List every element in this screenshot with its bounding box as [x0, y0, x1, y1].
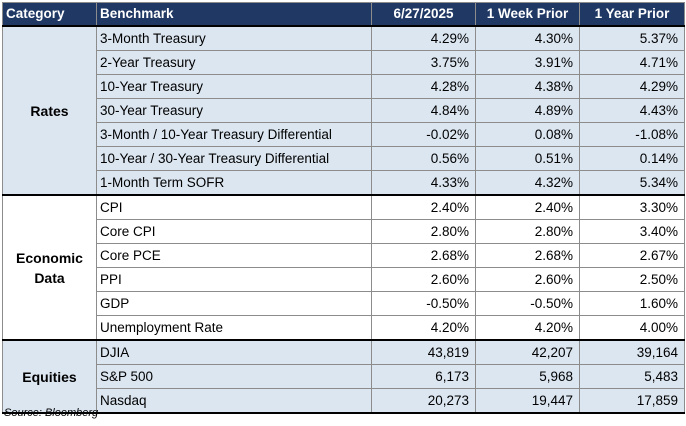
- benchmark-name: Core CPI: [96, 219, 372, 244]
- benchmark-table: Category Benchmark 6/27/2025 1 Week Prio…: [2, 2, 685, 414]
- value-year-prior: -1.08%: [579, 122, 685, 147]
- benchmark-name: 30-Year Treasury: [96, 98, 372, 123]
- value-current: 43,819: [371, 339, 476, 365]
- value-current: 20,273: [371, 388, 476, 414]
- benchmark-name: 1-Month Term SOFR: [96, 170, 372, 196]
- benchmark-name: PPI: [96, 267, 372, 292]
- header-week-prior: 1 Week Prior: [475, 2, 580, 27]
- table-row: PPI 2.60% 2.60% 2.50%: [3, 267, 685, 292]
- value-week-prior: 2.40%: [475, 194, 580, 220]
- value-current: 6,173: [371, 364, 476, 389]
- benchmark-name: GDP: [96, 291, 372, 316]
- table-row: Core CPI 2.80% 2.80% 3.40%: [3, 219, 685, 244]
- header-benchmark: Benchmark: [96, 2, 372, 27]
- header-category: Category: [2, 2, 97, 27]
- value-week-prior: -0.50%: [475, 291, 580, 316]
- value-current: 4.20%: [371, 315, 476, 341]
- value-year-prior: 3.40%: [579, 219, 685, 244]
- benchmark-name: 10-Year Treasury: [96, 74, 372, 99]
- value-current: 3.75%: [371, 50, 476, 75]
- value-week-prior: 19,447: [475, 388, 580, 414]
- benchmark-name: 2-Year Treasury: [96, 50, 372, 75]
- table-row: 30-Year Treasury 4.84% 4.89% 4.43%: [3, 98, 685, 123]
- value-week-prior: 3.91%: [475, 50, 580, 75]
- value-week-prior: 4.30%: [475, 25, 580, 51]
- category-cell: Equities: [2, 339, 97, 414]
- header-row: Category Benchmark 6/27/2025 1 Week Prio…: [2, 2, 685, 27]
- table-row: S&P 500 6,173 5,968 5,483: [3, 364, 685, 389]
- value-year-prior: 4.71%: [579, 50, 685, 75]
- value-year-prior: 17,859: [579, 388, 685, 414]
- value-current: 4.84%: [371, 98, 476, 123]
- category-cell: Rates: [2, 25, 97, 196]
- benchmark-name: Unemployment Rate: [96, 315, 372, 341]
- value-year-prior: 2.50%: [579, 267, 685, 292]
- header-year-prior: 1 Year Prior: [579, 2, 685, 27]
- benchmark-name: 3-Month Treasury: [96, 25, 372, 51]
- value-year-prior: 5.34%: [579, 170, 685, 196]
- benchmark-name: 10-Year / 30-Year Treasury Differential: [96, 146, 372, 171]
- value-year-prior: 39,164: [579, 339, 685, 365]
- table-row: 10-Year Treasury 4.28% 4.38% 4.29%: [3, 74, 685, 99]
- table-row: Economic Data CPI 2.40% 2.40% 3.30%: [2, 194, 685, 341]
- value-current: -0.50%: [371, 291, 476, 316]
- value-week-prior: 4.32%: [475, 170, 580, 196]
- value-year-prior: 4.43%: [579, 98, 685, 123]
- value-week-prior: 4.38%: [475, 74, 580, 99]
- table-row: 2-Year Treasury 3.75% 3.91% 4.71%: [3, 50, 685, 75]
- table-body: Rates 3-Month Treasury 4.29% 4.30% 5.37% 2-Ye…: [2, 25, 685, 414]
- value-current: 2.40%: [371, 194, 476, 220]
- value-year-prior: 4.29%: [579, 74, 685, 99]
- table-row: Core PCE 2.68% 2.68% 2.67%: [3, 243, 685, 268]
- table-row: GDP -0.50% -0.50% 1.60%: [3, 291, 685, 316]
- header-date: 6/27/2025: [371, 2, 476, 27]
- benchmark-name: CPI: [96, 194, 372, 220]
- value-current: 2.68%: [371, 243, 476, 268]
- value-week-prior: 0.08%: [475, 122, 580, 147]
- benchmark-name: 3-Month / 10-Year Treasury Differential: [96, 122, 372, 147]
- benchmark-name: DJIA: [96, 339, 372, 365]
- benchmark-name: Core PCE: [96, 243, 372, 268]
- value-week-prior: 2.68%: [475, 243, 580, 268]
- category-cell: Economic Data: [2, 194, 97, 341]
- table-row: Rates 3-Month Treasury 4.29% 4.30% 5.37%: [2, 25, 685, 196]
- value-current: 0.56%: [371, 146, 476, 171]
- value-year-prior: 3.30%: [579, 194, 685, 220]
- value-week-prior: 2.60%: [475, 267, 580, 292]
- table-row: Nasdaq 20,273 19,447 17,859: [3, 388, 685, 414]
- value-current: 4.29%: [371, 25, 476, 51]
- value-year-prior: 5.37%: [579, 25, 685, 51]
- table-row: Unemployment Rate 4.20% 4.20% 4.00%: [3, 315, 685, 341]
- table-row: 1-Month Term SOFR 4.33% 4.32% 5.34%: [3, 170, 685, 196]
- value-week-prior: 2.80%: [475, 219, 580, 244]
- value-current: 2.60%: [371, 267, 476, 292]
- value-year-prior: 4.00%: [579, 315, 685, 341]
- value-year-prior: 1.60%: [579, 291, 685, 316]
- benchmark-name: S&P 500: [96, 364, 372, 389]
- benchmark-name: Nasdaq: [96, 388, 372, 414]
- table-row: 10-Year / 30-Year Treasury Differential 0…: [3, 146, 685, 171]
- value-current: 4.28%: [371, 74, 476, 99]
- value-year-prior: 2.67%: [579, 243, 685, 268]
- value-current: 2.80%: [371, 219, 476, 244]
- table-row: Equities DJIA 43,819 42,207 39,164: [2, 339, 685, 414]
- value-year-prior: 0.14%: [579, 146, 685, 171]
- value-current: 4.33%: [371, 170, 476, 196]
- source-note: Source: Bloomberg: [4, 407, 99, 419]
- value-week-prior: 42,207: [475, 339, 580, 365]
- value-year-prior: 5,483: [579, 364, 685, 389]
- value-week-prior: 0.51%: [475, 146, 580, 171]
- value-week-prior: 4.89%: [475, 98, 580, 123]
- value-current: -0.02%: [371, 122, 476, 147]
- table-row: 3-Month / 10-Year Treasury Differential -…: [3, 122, 685, 147]
- value-week-prior: 4.20%: [475, 315, 580, 341]
- value-week-prior: 5,968: [475, 364, 580, 389]
